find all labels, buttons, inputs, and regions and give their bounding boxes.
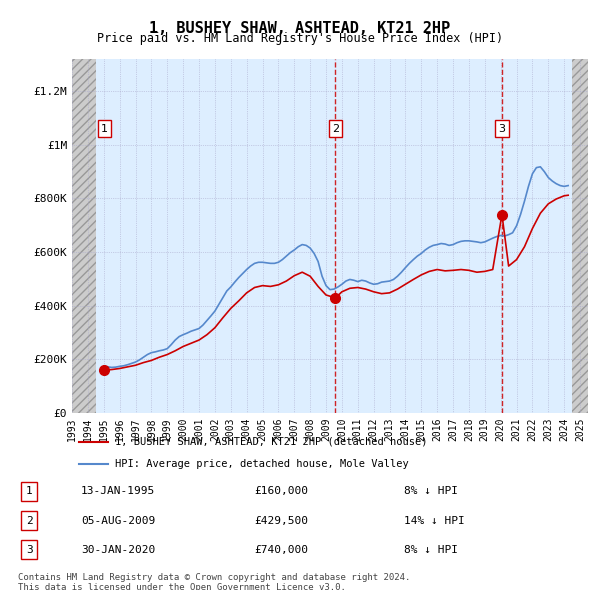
Text: £160,000: £160,000 — [254, 486, 308, 496]
Text: 2: 2 — [332, 124, 339, 134]
Text: 1: 1 — [26, 486, 32, 496]
Text: £740,000: £740,000 — [254, 545, 308, 555]
Text: 8% ↓ HPI: 8% ↓ HPI — [404, 545, 458, 555]
Text: 1: 1 — [101, 124, 108, 134]
Text: £429,500: £429,500 — [254, 516, 308, 526]
Text: 3: 3 — [499, 124, 505, 134]
Text: Price paid vs. HM Land Registry's House Price Index (HPI): Price paid vs. HM Land Registry's House … — [97, 32, 503, 45]
Text: 3: 3 — [26, 545, 32, 555]
Text: 8% ↓ HPI: 8% ↓ HPI — [404, 486, 458, 496]
Text: 30-JAN-2020: 30-JAN-2020 — [81, 545, 155, 555]
Bar — [72, 59, 96, 413]
Text: 05-AUG-2009: 05-AUG-2009 — [81, 516, 155, 526]
Text: 1, BUSHEY SHAW, ASHTEAD, KT21 2HP (detached house): 1, BUSHEY SHAW, ASHTEAD, KT21 2HP (detac… — [115, 437, 428, 447]
Text: Contains HM Land Registry data © Crown copyright and database right 2024.: Contains HM Land Registry data © Crown c… — [18, 573, 410, 582]
Text: HPI: Average price, detached house, Mole Valley: HPI: Average price, detached house, Mole… — [115, 459, 409, 469]
Text: 13-JAN-1995: 13-JAN-1995 — [81, 486, 155, 496]
Text: 14% ↓ HPI: 14% ↓ HPI — [404, 516, 464, 526]
Text: 2: 2 — [26, 516, 32, 526]
Text: 1, BUSHEY SHAW, ASHTEAD, KT21 2HP: 1, BUSHEY SHAW, ASHTEAD, KT21 2HP — [149, 21, 451, 35]
Bar — [572, 59, 588, 413]
Text: This data is licensed under the Open Government Licence v3.0.: This data is licensed under the Open Gov… — [18, 583, 346, 590]
